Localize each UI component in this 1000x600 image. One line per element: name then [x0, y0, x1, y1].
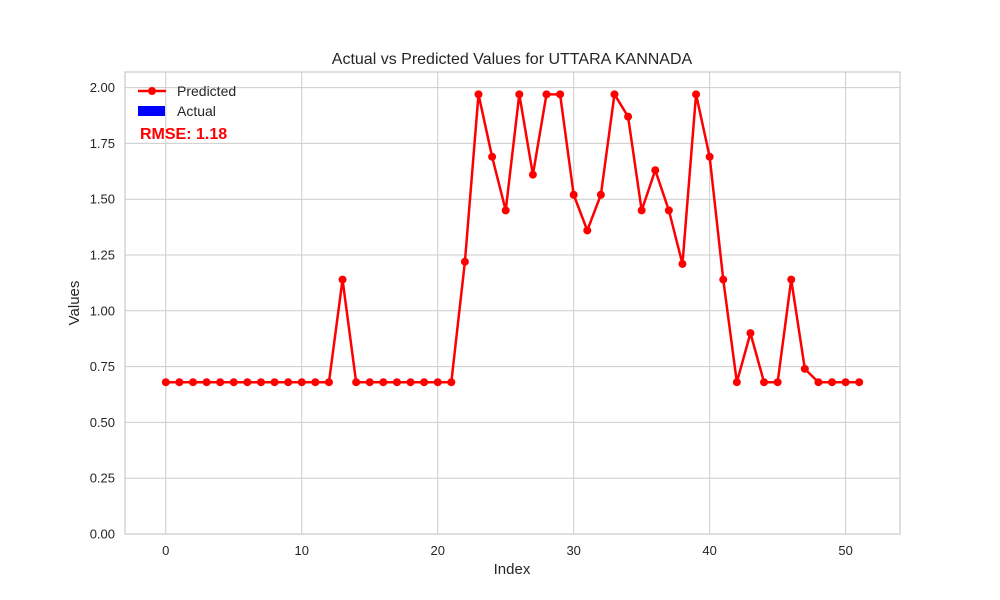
- data-point: [406, 378, 415, 387]
- y-tick-label: 0.25: [90, 471, 115, 486]
- data-point: [460, 257, 469, 266]
- data-point: [379, 378, 388, 387]
- data-point: [651, 166, 660, 175]
- data-point: [338, 275, 347, 284]
- data-point: [556, 90, 565, 99]
- data-point: [855, 378, 864, 387]
- legend-predicted-marker: [148, 87, 156, 95]
- data-point: [637, 206, 646, 215]
- data-point: [188, 378, 197, 387]
- data-point: [284, 378, 293, 387]
- y-tick-label: 1.25: [90, 248, 115, 263]
- plot-area: [125, 72, 900, 534]
- data-point: [787, 275, 796, 284]
- data-point: [297, 378, 306, 387]
- data-point: [732, 378, 741, 387]
- data-point: [488, 152, 497, 161]
- data-point: [814, 378, 823, 387]
- x-tick-label: 30: [566, 543, 580, 558]
- series-line-predicted: [165, 93, 860, 384]
- data-point: [515, 90, 524, 99]
- data-point: [270, 378, 279, 387]
- rmse-annotation: RMSE: 1.18: [140, 126, 227, 143]
- y-tick-label: 0.75: [90, 359, 115, 374]
- y-tick-label: 2.00: [90, 80, 115, 95]
- data-point: [474, 90, 483, 99]
- data-point: [352, 378, 361, 387]
- data-point: [229, 378, 238, 387]
- y-tick-label: 1.50: [90, 192, 115, 207]
- x-tick-label: 20: [430, 543, 444, 558]
- legend-actual-swatch: [138, 106, 165, 116]
- x-axis-label: Index: [494, 561, 531, 578]
- data-point: [365, 378, 374, 387]
- data-point: [569, 190, 578, 199]
- data-point: [624, 112, 633, 121]
- data-point: [501, 206, 510, 215]
- data-point: [583, 226, 592, 235]
- legend-predicted-label: Predicted: [177, 83, 236, 99]
- chart-title: Actual vs Predicted Values for UTTARA KA…: [332, 51, 693, 68]
- legend-actual-label: Actual: [177, 103, 216, 119]
- data-point: [311, 378, 320, 387]
- data-point: [841, 378, 850, 387]
- data-point: [773, 378, 782, 387]
- data-point: [828, 378, 837, 387]
- y-tick-label: 1.00: [90, 303, 115, 318]
- data-point: [528, 170, 537, 179]
- data-point: [392, 378, 401, 387]
- data-point: [447, 378, 456, 387]
- data-point: [705, 152, 714, 161]
- x-tick-label: 50: [838, 543, 852, 558]
- data-point: [692, 90, 701, 99]
- data-point: [161, 378, 170, 387]
- data-point: [678, 259, 687, 268]
- data-point: [746, 329, 755, 338]
- data-point: [800, 364, 809, 373]
- plot-frame: [124, 71, 901, 535]
- y-tick-label: 0.00: [90, 527, 115, 542]
- data-point: [596, 190, 605, 199]
- data-point: [420, 378, 429, 387]
- data-point: [324, 378, 333, 387]
- data-point: [216, 378, 225, 387]
- data-point: [719, 275, 728, 284]
- legend: Predicted Actual: [138, 83, 236, 119]
- series: [161, 90, 864, 387]
- data-point: [433, 378, 442, 387]
- data-point: [256, 378, 265, 387]
- data-point: [610, 90, 619, 99]
- y-axis-label: Values: [66, 281, 83, 326]
- tick-labels: 0 10 20 30 40 50 0.00 0.25 0.50 0.75 1.00 1.25 1.50 1…: [90, 80, 853, 558]
- y-tick-label: 0.50: [90, 415, 115, 430]
- data-point: [202, 378, 211, 387]
- x-tick-label: 40: [702, 543, 716, 558]
- x-tick-label: 0: [162, 543, 169, 558]
- x-tick-label: 10: [295, 543, 309, 558]
- data-point: [175, 378, 184, 387]
- data-point: [542, 90, 551, 99]
- y-tick-label: 1.75: [90, 136, 115, 151]
- data-point: [664, 206, 673, 215]
- data-point: [760, 378, 769, 387]
- data-point: [243, 378, 252, 387]
